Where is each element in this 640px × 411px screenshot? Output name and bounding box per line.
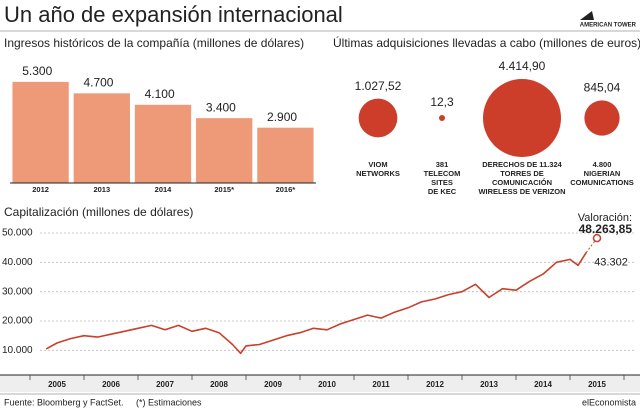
line	[45, 252, 587, 355]
chart-title: Capitalización (millones de dólares)	[4, 205, 193, 219]
value-label: 2.900	[267, 110, 297, 124]
bubble	[358, 98, 398, 138]
bar	[12, 81, 69, 183]
x-tick-label: 2010	[318, 380, 336, 389]
main-title: Un año de expansión internacional	[4, 2, 343, 27]
y-tick-label: 20.000	[2, 316, 33, 327]
y-tick-label: 40.000	[2, 257, 33, 268]
x-tick-label: 2014	[534, 380, 552, 389]
x-tick-label: 2012	[426, 380, 444, 389]
bar	[196, 118, 253, 183]
category-label: 381 TELECOM SITES DE KEC	[423, 160, 461, 196]
footer-brand: elEconomista	[582, 397, 636, 407]
value-label: 12,3	[430, 95, 454, 109]
value-label: 4.100	[145, 87, 175, 101]
x-tick-label: 2015*	[214, 185, 234, 194]
x-tick-label: 2013	[480, 380, 498, 389]
x-tick-label: 2008	[210, 380, 228, 389]
bubble	[584, 100, 620, 136]
x-tick-label: 2013	[93, 185, 110, 194]
valuation-value: 48.263,85	[579, 222, 633, 236]
end-label: 43.302	[594, 257, 628, 269]
bar	[73, 93, 130, 183]
bar	[257, 127, 314, 183]
chart-title: Ingresos históricos de la compañía (mill…	[4, 36, 304, 50]
x-tick-label: 2015	[588, 380, 606, 389]
y-tick-label: 50.000	[2, 228, 33, 239]
y-tick-label: 10.000	[2, 345, 33, 356]
x-tick-label: 2006	[102, 380, 120, 389]
bubble	[438, 114, 446, 122]
value-label: 3.400	[206, 100, 236, 114]
x-tick-label: 2016*	[276, 185, 296, 194]
logo: AMERICAN TOWER	[580, 23, 637, 29]
value-label: 845,04	[584, 81, 621, 95]
x-tick-label: 2012	[32, 185, 49, 194]
value-label: 4.414,90	[499, 59, 546, 73]
valuation-label: Valoración:	[578, 212, 632, 224]
value-label: 1.027,52	[355, 79, 402, 93]
bubble	[483, 79, 561, 157]
footer-source: Fuente: Bloomberg y FactSet.	[4, 397, 124, 407]
x-tick-label: 2009	[264, 380, 282, 389]
value-label: 5.300	[22, 64, 52, 78]
category-label: 4.800 NIGERIAN COMUNICATIONS	[570, 160, 634, 187]
x-tick-label: 2007	[156, 380, 174, 389]
logo-icon	[580, 11, 594, 20]
x-tick-label: 2014	[155, 185, 173, 194]
x-tick-label: 2011	[372, 380, 390, 389]
valuation-point	[592, 233, 602, 243]
y-tick-label: 30.000	[2, 286, 33, 297]
category-label: VIOM NETWORKS	[356, 160, 400, 178]
bar	[134, 104, 192, 183]
category-label: DERECHOS DE 11.324 TORRES DE COMUNICACIÓ…	[478, 160, 566, 196]
valuation-link	[585, 237, 598, 253]
value-label: 4.700	[83, 76, 113, 90]
x-axis-band	[0, 375, 640, 392]
footer-note: (*) Estimaciones	[136, 397, 202, 407]
x-tick-label: 2005	[48, 380, 66, 389]
chart-title: Últimas adquisiciones llevadas a cabo (m…	[333, 35, 640, 50]
